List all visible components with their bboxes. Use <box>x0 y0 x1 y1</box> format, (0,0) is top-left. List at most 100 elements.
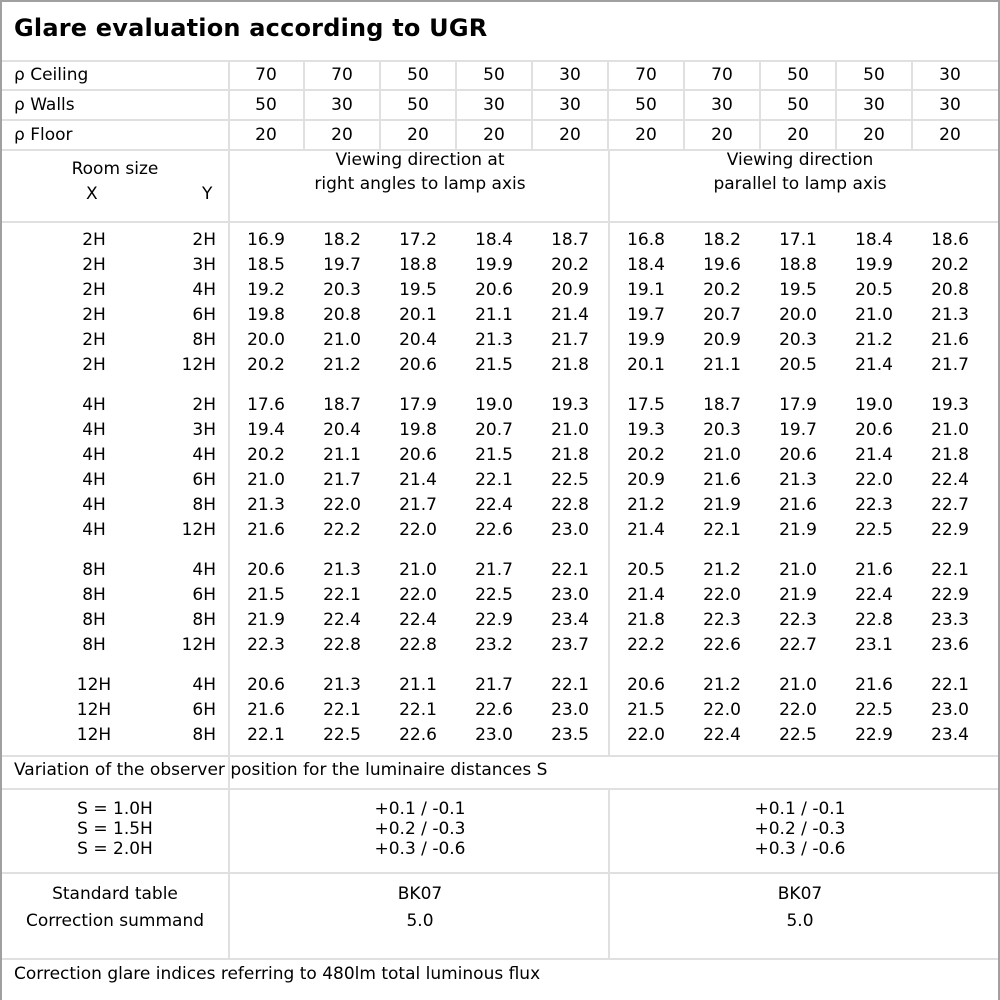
ugr-value: 18.8 <box>399 255 437 275</box>
reflectance-value: 50 <box>483 65 505 85</box>
ugr-value: 22.1 <box>475 470 513 490</box>
ugr-value: 21.6 <box>855 560 893 580</box>
direction-right-angles-header: Viewing direction at right angles to lam… <box>230 148 610 196</box>
ugr-value: 21.7 <box>399 495 437 515</box>
ugr-value: 22.0 <box>323 495 361 515</box>
ugr-value: 20.3 <box>779 330 817 350</box>
ugr-value: 19.6 <box>703 255 741 275</box>
ugr-value: 23.2 <box>475 635 513 655</box>
ugr-value: 19.5 <box>399 280 437 300</box>
reflectance-label: ρ Ceiling <box>14 65 89 85</box>
room-y-value: 8H <box>192 725 216 745</box>
divider <box>2 872 998 874</box>
ugr-value: 20.2 <box>247 355 285 375</box>
ugr-value: 19.7 <box>779 420 817 440</box>
ugr-value: 19.1 <box>627 280 665 300</box>
ugr-value: 20.8 <box>931 280 969 300</box>
ugr-value: 19.7 <box>323 255 361 275</box>
room-x-value: 4H <box>82 445 106 465</box>
room-y-value: 8H <box>192 610 216 630</box>
ugr-value: 20.9 <box>627 470 665 490</box>
ugr-value: 22.0 <box>399 520 437 540</box>
room-x-value: 2H <box>82 305 106 325</box>
reflectance-value: 20 <box>711 125 733 145</box>
reflectance-value: 70 <box>255 65 277 85</box>
ugr-value: 21.0 <box>247 470 285 490</box>
reflectance-value: 70 <box>711 65 733 85</box>
variation-value: +0.3 / -0.6 <box>754 839 846 859</box>
ugr-value: 21.4 <box>855 445 893 465</box>
header-line: Viewing direction at <box>335 150 505 170</box>
ugr-value: 21.6 <box>779 495 817 515</box>
ugr-value: 21.0 <box>779 675 817 695</box>
divider <box>2 119 998 121</box>
ugr-value: 21.3 <box>323 560 361 580</box>
table-row: 2H 6H 19.8 20.8 20.1 21.1 21.4 19.7 20.7 20.0 21.0… <box>2 303 998 328</box>
room-x-value: 2H <box>82 255 106 275</box>
ugr-value: 22.5 <box>475 585 513 605</box>
reflectance-row: ρ Walls 50 30 50 30 30 50 30 50 30 30 <box>2 90 998 120</box>
ugr-value: 21.8 <box>551 355 589 375</box>
room-y-value: 4H <box>192 560 216 580</box>
ugr-value: 22.3 <box>703 610 741 630</box>
room-x-value: 12H <box>76 725 112 745</box>
variation-labels: S = 1.0H S = 1.5H S = 2.0H <box>2 799 228 859</box>
ugr-value: 20.2 <box>247 445 285 465</box>
ugr-value: 21.0 <box>703 445 741 465</box>
reflectance-value: 50 <box>863 65 885 85</box>
table-row: 8H 4H 20.6 21.3 21.0 21.7 22.1 20.5 21.2 21.0 21.6… <box>2 558 998 583</box>
ugr-value: 21.6 <box>855 675 893 695</box>
reflectance-value: 20 <box>559 125 581 145</box>
ugr-value: 18.4 <box>475 230 513 250</box>
room-x-value: 4H <box>82 495 106 515</box>
ugr-value: 22.1 <box>703 520 741 540</box>
reflectance-value: 30 <box>483 95 505 115</box>
table-row: 2H 8H 20.0 21.0 20.4 21.3 21.7 19.9 20.9 20.3 21.2… <box>2 328 998 353</box>
ugr-value: 19.9 <box>475 255 513 275</box>
s-label: S = 1.0H <box>77 799 153 819</box>
room-x-value: 2H <box>82 280 106 300</box>
room-x-value: 2H <box>82 330 106 350</box>
ugr-value: 19.0 <box>475 395 513 415</box>
table-row: 4H 6H 21.0 21.7 21.4 22.1 22.5 20.9 21.6 21.3 22.0… <box>2 468 998 493</box>
reflectance-label: ρ Floor <box>14 125 73 145</box>
ugr-value: 22.1 <box>931 560 969 580</box>
table-row: 2H 2H 16.9 18.2 17.2 18.4 18.7 16.8 18.2 17.1 18.4… <box>2 228 998 253</box>
ugr-value: 18.7 <box>551 230 589 250</box>
divider <box>2 958 998 960</box>
table-row: 2H 12H 20.2 21.2 20.6 21.5 21.8 20.1 21.1 20.5 21.… <box>2 353 998 378</box>
reflectance-value: 70 <box>331 65 353 85</box>
ugr-value: 20.3 <box>323 280 361 300</box>
ugr-value: 22.5 <box>779 725 817 745</box>
direction-parallel-header: Viewing direction parallel to lamp axis <box>610 148 990 196</box>
room-y-value: 8H <box>192 495 216 515</box>
ugr-value: 23.0 <box>551 520 589 540</box>
ugr-value: 18.6 <box>931 230 969 250</box>
table-row: 2H 4H 19.2 20.3 19.5 20.6 20.9 19.1 20.2 19.5 20.5… <box>2 278 998 303</box>
room-y-value: 4H <box>192 280 216 300</box>
room-y-value: 4H <box>192 445 216 465</box>
table-row: 4H 8H 21.3 22.0 21.7 22.4 22.8 21.2 21.9 21.6 22.3… <box>2 493 998 518</box>
ugr-value: 21.0 <box>855 305 893 325</box>
divider <box>2 755 998 757</box>
ugr-value: 20.5 <box>855 280 893 300</box>
table-row: 8H 12H 22.3 22.8 22.8 23.2 23.7 22.2 22.6 22.7 23.… <box>2 633 998 658</box>
ugr-value: 21.7 <box>475 560 513 580</box>
ugr-value: 22.1 <box>399 700 437 720</box>
ugr-value: 21.3 <box>323 675 361 695</box>
ugr-value: 22.8 <box>551 495 589 515</box>
reflectance-value: 30 <box>939 65 961 85</box>
table-row: 12H 6H 21.6 22.1 22.1 22.6 23.0 21.5 22.0 22.0 22.… <box>2 698 998 723</box>
standard-table-value: BK07 <box>397 884 443 904</box>
ugr-value: 22.5 <box>855 700 893 720</box>
ugr-value: 21.4 <box>627 585 665 605</box>
divider <box>835 60 837 151</box>
reflectance-value: 20 <box>483 125 505 145</box>
room-x-label: X <box>86 184 98 204</box>
ugr-value: 21.6 <box>931 330 969 350</box>
ugr-value: 23.7 <box>551 635 589 655</box>
ugr-value: 20.5 <box>627 560 665 580</box>
divider <box>759 60 761 151</box>
reflectance-label: ρ Walls <box>14 95 75 115</box>
